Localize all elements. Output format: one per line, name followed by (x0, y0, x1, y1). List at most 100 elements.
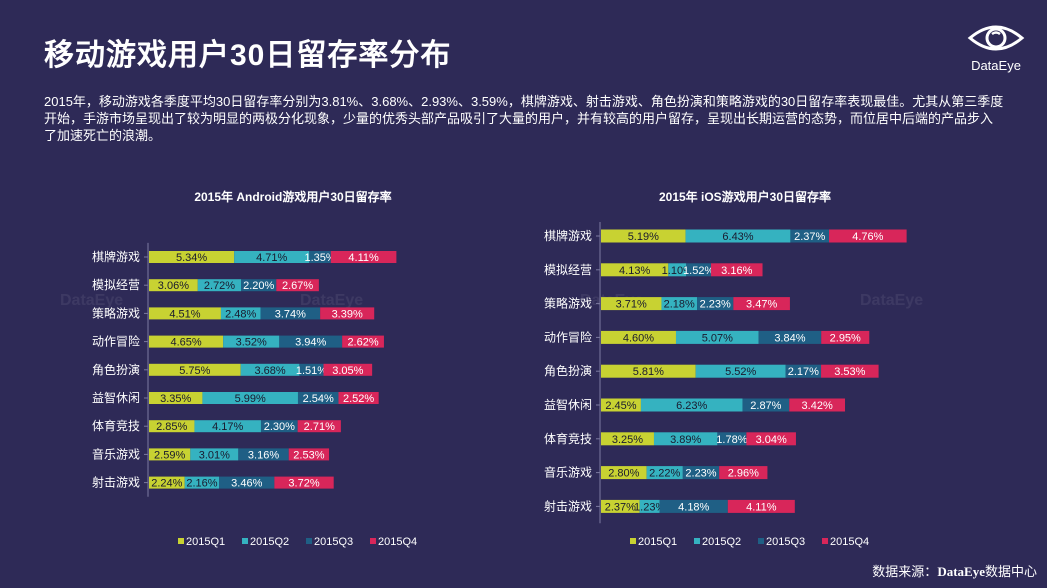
data-label: 2.96% (728, 468, 759, 480)
data-label: 1.78% (716, 434, 747, 446)
category-label: 射击游戏 (92, 475, 140, 490)
bar-2015q2 (190, 448, 239, 461)
data-label: 2.24% (151, 478, 182, 490)
bar-2015q2 (197, 279, 242, 292)
data-label: 3.42% (802, 400, 833, 412)
data-label: 2.48% (225, 308, 256, 320)
data-source: 数据来源：DataEye数据中心 (872, 561, 1037, 580)
data-label: 3.72% (288, 478, 319, 490)
data-label: 3.52% (236, 337, 267, 349)
bar-2015q3 (758, 330, 822, 344)
category-label: 体育竞技 (544, 431, 592, 446)
data-label: 3.71% (616, 299, 647, 311)
legend-label: 2015Q3 (314, 536, 353, 548)
data-label: 1.10% (662, 265, 693, 277)
category-label: 角色扮演 (544, 363, 592, 378)
category-label: 模拟经营 (92, 278, 140, 292)
legend-swatch (178, 538, 184, 544)
category-label: 音乐游戏 (92, 446, 140, 461)
data-label: 3.05% (332, 365, 363, 377)
bar-2015q4 (719, 466, 768, 480)
data-label: 2.95% (830, 332, 861, 344)
data-label: 2.23% (700, 299, 731, 311)
data-label: 6.43% (722, 231, 753, 243)
data-label: 2.23% (685, 468, 716, 480)
data-label: 2.37% (794, 231, 825, 243)
data-label: 3.04% (756, 434, 787, 446)
data-label: 3.47% (746, 299, 777, 311)
bar-2015q2 (194, 420, 261, 433)
bar-2015q3 (742, 398, 790, 412)
bar-2015q1 (601, 432, 654, 446)
legend-label: 2015Q3 (766, 536, 805, 548)
category-label: 棋牌游戏 (92, 250, 140, 264)
data-label: 2.37% (605, 501, 636, 513)
data-label: 3.94% (295, 337, 326, 349)
bar-2015q1 (601, 297, 662, 311)
ios-chart: 棋牌游戏 5.19% 6.43% 2.37% 4.76%模拟经营 4.13% 1.10%1.… (544, 222, 907, 548)
legend-label: 2015Q1 (186, 536, 225, 548)
data-label: 2.59% (154, 449, 185, 461)
bar-2015q4 (338, 392, 379, 404)
data-label: 4.65% (170, 337, 201, 349)
bar-2015q3 (241, 279, 277, 292)
data-label: 3.46% (231, 478, 262, 490)
page-title: 移动游戏用户30日留存率分布 (44, 39, 452, 72)
bar-2015q4 (821, 364, 879, 378)
data-label: 5.52% (725, 366, 756, 378)
bar-2015q3 (785, 364, 822, 378)
bar-2015q1 (149, 448, 191, 461)
data-label: 2.71% (304, 421, 335, 433)
data-label: 4.11% (348, 252, 379, 264)
source-brand: DataEye (937, 564, 985, 579)
bar-2015q2 (234, 251, 310, 263)
category-label: 棋牌游戏 (544, 229, 592, 243)
bar-2015q3 (717, 432, 747, 446)
bar-2015q3 (309, 251, 331, 263)
bar-2015q3 (279, 335, 343, 348)
bar-2015q1 (601, 263, 669, 277)
data-label: 5.75% (179, 365, 210, 377)
data-label: 5.81% (633, 366, 664, 378)
bar-2015q2 (220, 307, 261, 320)
bar-2015q2 (184, 476, 220, 489)
data-label: 5.19% (628, 231, 659, 243)
data-label: 2.18% (664, 299, 695, 311)
data-label: 2.80% (608, 468, 639, 480)
data-label: 3.01% (199, 449, 230, 461)
logo-text: DataEye (971, 58, 1021, 73)
data-label: 1.23% (634, 501, 665, 513)
data-label: 3.53% (834, 366, 865, 378)
legend-swatch (242, 538, 248, 544)
legend-label: 2015Q2 (702, 536, 741, 548)
bar-2015q1 (601, 398, 641, 412)
bar-2015q2 (640, 398, 743, 412)
data-label: 3.16% (248, 449, 279, 461)
data-label: 2.85% (156, 421, 187, 433)
legend-swatch (694, 538, 700, 544)
data-label: 4.11% (746, 501, 777, 513)
data-label: 4.13% (619, 265, 650, 277)
category-label: 策略游戏 (92, 305, 140, 320)
category-label: 模拟经营 (544, 263, 592, 277)
data-label: 6.23% (676, 400, 707, 412)
description: 2015年，移动游戏各季度平均30日留存率分别为3.81%、3.68%、2.93… (44, 94, 1004, 143)
category-label: 角色扮演 (92, 362, 140, 377)
bar-2015q3 (260, 307, 321, 320)
category-label: 射击游戏 (544, 498, 592, 513)
bar-2015q3 (297, 392, 339, 404)
data-label: 4.18% (678, 501, 709, 513)
data-label: 2.22% (649, 468, 680, 480)
data-label: 2.45% (605, 400, 636, 412)
android-chart-title: 2015年 Android游戏用户30日留存率 (194, 190, 392, 204)
watermark: DataEye (60, 292, 124, 309)
bar-2015q2 (685, 229, 791, 243)
bar-2015q2 (668, 263, 687, 277)
bar-2015q1 (149, 420, 195, 433)
bar-2015q4 (821, 330, 870, 344)
legend-swatch (630, 538, 636, 544)
category-label: 策略游戏 (544, 296, 592, 311)
bar-2015q4 (711, 263, 763, 277)
android-chart: 棋牌游戏 5.34% 4.71% 1.35% 4.11% 模拟经营 3.06% 2.72% 2.… (92, 242, 417, 548)
data-label: 2.17% (788, 366, 819, 378)
